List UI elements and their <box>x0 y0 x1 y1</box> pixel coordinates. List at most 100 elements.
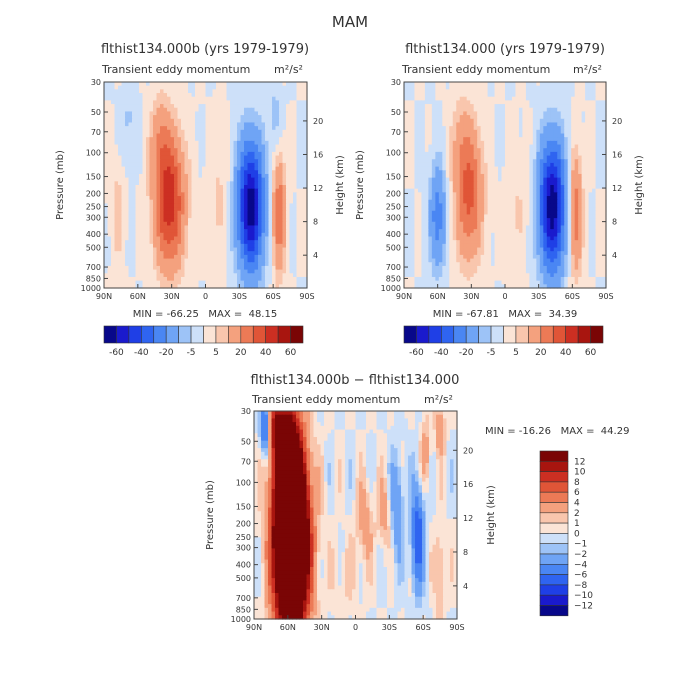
contour-cell <box>170 148 175 153</box>
contour-cell <box>104 166 109 171</box>
contour-cell <box>258 111 263 116</box>
contour-cell <box>104 280 109 285</box>
contour-cell <box>466 148 471 153</box>
contour-cell <box>142 284 147 289</box>
contour-cell <box>174 148 179 153</box>
contour-cell <box>142 129 147 135</box>
contour-cell <box>518 85 524 90</box>
contour-cell <box>258 258 263 263</box>
contour-cell <box>237 140 242 146</box>
contour-cell <box>118 122 123 127</box>
contour-cell <box>181 251 186 256</box>
contour-cell <box>181 96 186 101</box>
contour-cell <box>480 111 485 116</box>
contour-cell <box>205 104 210 109</box>
contour-cell <box>484 111 489 116</box>
contour-cell <box>205 273 210 278</box>
contour-cell <box>268 188 273 193</box>
contour-cell <box>135 100 140 105</box>
contour-cell <box>247 107 252 113</box>
contour-cell <box>300 96 305 101</box>
contour-cell <box>181 162 186 168</box>
contour-cell <box>223 155 228 160</box>
contour-cell <box>491 166 496 171</box>
contour-cell <box>293 162 298 168</box>
contour-cell <box>518 181 524 186</box>
contour-cell <box>546 162 551 168</box>
contour-cell <box>111 185 116 190</box>
contour-cell <box>296 185 301 190</box>
contour-cell <box>585 96 590 101</box>
contour-cell <box>209 207 214 212</box>
contour-cell <box>146 243 151 249</box>
contour-cell <box>484 148 489 153</box>
contour-cell <box>121 129 126 135</box>
contour-cell <box>511 170 517 175</box>
contour-cell <box>449 85 454 90</box>
contour-cell <box>184 126 189 131</box>
contour-cell <box>174 221 179 227</box>
contour-cell <box>424 93 429 98</box>
contour-cell <box>107 273 112 278</box>
contour-cell <box>223 192 228 197</box>
contour-cell <box>146 159 151 164</box>
contour-cell <box>470 162 475 168</box>
contour-cell <box>195 236 200 241</box>
contour-cell <box>487 155 492 160</box>
contour-cell <box>149 218 154 223</box>
contour-cell <box>202 129 207 135</box>
contour-cell <box>459 159 464 164</box>
contour-cell <box>244 133 249 138</box>
contour-cell <box>293 148 298 153</box>
contour-cell <box>466 159 471 164</box>
contour-cell <box>300 166 305 171</box>
contour-cell <box>233 181 238 186</box>
contour-cell <box>303 100 308 105</box>
contour-cell <box>237 159 242 164</box>
contour-cell <box>209 93 214 98</box>
contour-cell <box>153 210 158 216</box>
contour-cell <box>463 155 468 160</box>
contour-cell <box>142 232 147 238</box>
contour-cell <box>539 89 544 94</box>
contour-cell <box>296 192 301 197</box>
contour-cell <box>251 173 256 179</box>
contour-cell <box>149 140 154 146</box>
contour-cell <box>212 118 217 124</box>
contour-cell <box>282 100 287 105</box>
contour-cell <box>289 181 294 186</box>
contour-cell <box>191 229 196 234</box>
contour-cell <box>445 185 450 190</box>
contour-cell <box>505 93 510 98</box>
contour-cell <box>149 144 154 149</box>
contour-cell <box>146 85 151 90</box>
contour-cell <box>254 269 259 274</box>
contour-cell <box>114 166 119 171</box>
contour-cell <box>258 93 263 98</box>
contour-cell <box>484 137 489 142</box>
contour-cell <box>435 133 440 138</box>
contour-cell <box>275 188 280 193</box>
contour-cell <box>202 196 207 201</box>
contour-cell <box>111 93 116 98</box>
contour-cell <box>247 137 252 142</box>
contour-cell <box>272 129 277 135</box>
contour-cell <box>191 284 196 289</box>
contour-cell <box>160 254 165 260</box>
contour-cell <box>170 273 175 278</box>
contour-cell <box>282 199 287 204</box>
contour-cell <box>104 258 109 263</box>
contour-cell <box>247 122 252 127</box>
contour-cell <box>261 207 266 212</box>
contour-cell <box>407 177 412 182</box>
contour-cell <box>508 111 513 116</box>
contour-cell <box>268 192 273 197</box>
contour-cell <box>484 133 489 138</box>
y-tick-label: 1000 <box>81 284 101 293</box>
contour-cell <box>268 185 273 190</box>
contour-cell <box>487 159 492 164</box>
contour-cell <box>237 96 242 101</box>
contour-cell <box>107 210 112 216</box>
contour-cell <box>114 181 119 186</box>
contour-cell <box>404 148 409 153</box>
